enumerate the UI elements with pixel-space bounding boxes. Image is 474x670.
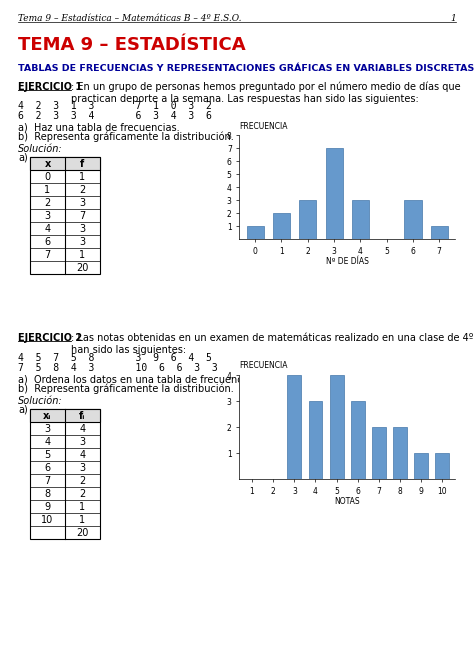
Text: 6: 6 bbox=[45, 237, 51, 247]
Text: b)  Representa gráficamente la distribución.: b) Representa gráficamente la distribuci… bbox=[18, 132, 234, 143]
Text: f: f bbox=[81, 159, 85, 169]
Text: b)  Representa gráficamente la distribución.: b) Representa gráficamente la distribuci… bbox=[18, 384, 234, 395]
Text: xᵢ: xᵢ bbox=[43, 411, 52, 421]
X-axis label: Nº DE DÍAS: Nº DE DÍAS bbox=[326, 257, 369, 266]
Bar bbox=[273, 213, 290, 239]
Text: 7: 7 bbox=[45, 250, 51, 260]
Text: 6  2  3  3  4       6  3  4  3  6: 6 2 3 3 4 6 3 4 3 6 bbox=[18, 111, 212, 121]
Text: Solución:: Solución: bbox=[18, 144, 63, 154]
Text: 3: 3 bbox=[80, 237, 86, 247]
Bar bbox=[330, 375, 344, 479]
Bar bbox=[30, 409, 100, 539]
Text: 6: 6 bbox=[45, 463, 51, 473]
Text: a): a) bbox=[18, 153, 28, 163]
Text: 8: 8 bbox=[45, 489, 51, 499]
Text: 3: 3 bbox=[45, 424, 51, 434]
Text: fᵢ: fᵢ bbox=[79, 411, 86, 421]
Bar bbox=[431, 226, 448, 239]
Bar bbox=[287, 375, 301, 479]
Text: Solución:: Solución: bbox=[18, 396, 63, 406]
Text: 2: 2 bbox=[79, 489, 86, 499]
Text: FRECUENCIA: FRECUENCIA bbox=[239, 123, 288, 131]
Text: : En un grupo de personas hemos preguntado por el número medio de días que
pract: : En un grupo de personas hemos pregunta… bbox=[71, 82, 461, 104]
Text: 4  5  7  5  8       3  9  6  4  5: 4 5 7 5 8 3 9 6 4 5 bbox=[18, 353, 212, 363]
Bar bbox=[30, 157, 100, 274]
Text: 2: 2 bbox=[79, 185, 86, 195]
Text: 0: 0 bbox=[45, 172, 51, 182]
Bar bbox=[414, 453, 428, 479]
Text: Tema 9 – Estadística – Matemáticas B – 4º E.S.O.: Tema 9 – Estadística – Matemáticas B – 4… bbox=[18, 14, 241, 23]
Text: 3: 3 bbox=[80, 463, 86, 473]
Text: 7  5  8  4  3       10  6  6  3  3: 7 5 8 4 3 10 6 6 3 3 bbox=[18, 363, 218, 373]
Text: 7: 7 bbox=[79, 211, 86, 221]
Bar bbox=[404, 200, 421, 239]
Text: a)  Ordena los datos en una tabla de frecuencias.: a) Ordena los datos en una tabla de frec… bbox=[18, 375, 259, 385]
Text: 20: 20 bbox=[76, 263, 89, 273]
Text: a): a) bbox=[18, 405, 28, 415]
Text: a)  Haz una tabla de frecuencias.: a) Haz una tabla de frecuencias. bbox=[18, 123, 180, 133]
Text: 20: 20 bbox=[76, 528, 89, 538]
Bar bbox=[352, 200, 369, 239]
Text: 3: 3 bbox=[80, 224, 86, 234]
Text: 1: 1 bbox=[80, 172, 86, 182]
Text: EJERCICIO 2: EJERCICIO 2 bbox=[18, 333, 82, 343]
Text: 4: 4 bbox=[80, 450, 86, 460]
Text: 2: 2 bbox=[45, 198, 51, 208]
Text: 1: 1 bbox=[45, 185, 51, 195]
Text: FRECUENCIA: FRECUENCIA bbox=[239, 361, 288, 370]
Text: TEMA 9 – ESTADÍSTICA: TEMA 9 – ESTADÍSTICA bbox=[18, 36, 246, 54]
Bar bbox=[299, 200, 316, 239]
Text: 1: 1 bbox=[80, 502, 86, 512]
Bar bbox=[393, 427, 407, 479]
Text: 4: 4 bbox=[80, 424, 86, 434]
Text: 4: 4 bbox=[45, 224, 51, 234]
Bar bbox=[326, 148, 343, 239]
Text: 10: 10 bbox=[41, 515, 54, 525]
Text: 4: 4 bbox=[45, 437, 51, 447]
Bar bbox=[372, 427, 386, 479]
Bar bbox=[30, 409, 100, 422]
Bar bbox=[246, 226, 264, 239]
Text: b): b) bbox=[242, 405, 252, 415]
Text: 1: 1 bbox=[80, 515, 86, 525]
Text: 7: 7 bbox=[45, 476, 51, 486]
Text: 3: 3 bbox=[80, 198, 86, 208]
X-axis label: NOTAS: NOTAS bbox=[334, 497, 360, 506]
Text: 1: 1 bbox=[450, 14, 456, 23]
Bar bbox=[309, 401, 322, 479]
Bar bbox=[351, 401, 365, 479]
Text: 4  2  3  1  3       7  1  0  3  2: 4 2 3 1 3 7 1 0 3 2 bbox=[18, 101, 212, 111]
Bar bbox=[30, 157, 100, 170]
Text: TABLAS DE FRECUENCIAS Y REPRESENTACIONES GRÁFICAS EN VARIABLES DISCRETAS: TABLAS DE FRECUENCIAS Y REPRESENTACIONES… bbox=[18, 64, 474, 73]
Text: 3: 3 bbox=[45, 211, 51, 221]
Text: x: x bbox=[45, 159, 51, 169]
Text: 3: 3 bbox=[80, 437, 86, 447]
Bar bbox=[436, 453, 449, 479]
Text: : Las notas obtenidas en un examen de matemáticas realizado en una clase de 4º E: : Las notas obtenidas en un examen de ma… bbox=[71, 333, 474, 354]
Text: 2: 2 bbox=[79, 476, 86, 486]
Text: 9: 9 bbox=[45, 502, 51, 512]
Text: EJERCICIO 1: EJERCICIO 1 bbox=[18, 82, 82, 92]
Text: b): b) bbox=[242, 153, 252, 163]
Text: 1: 1 bbox=[80, 250, 86, 260]
Text: 5: 5 bbox=[45, 450, 51, 460]
